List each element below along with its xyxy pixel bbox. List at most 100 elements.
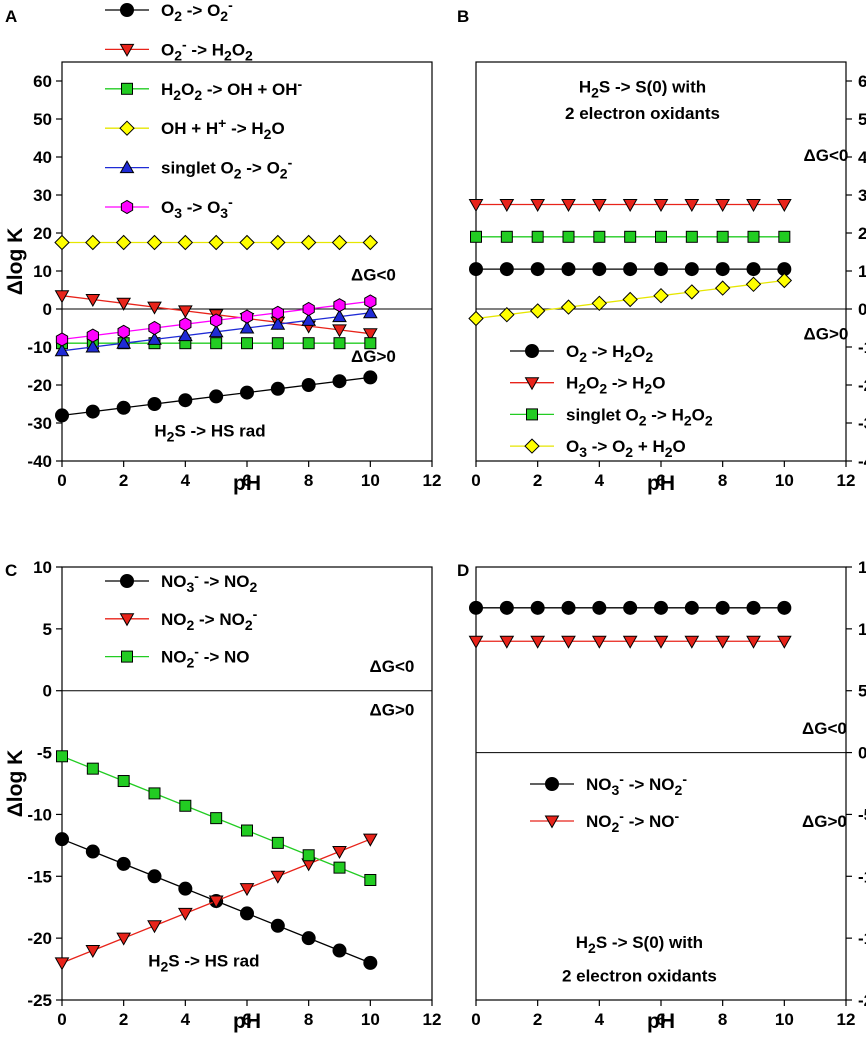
data-point (239, 883, 255, 897)
annotation: 2 electron oxidants (565, 104, 720, 123)
data-point (147, 869, 162, 884)
y-tick-label: 40 (33, 148, 52, 167)
annotation: ΔG<0 (370, 657, 415, 676)
series-3 (468, 272, 793, 327)
series-4 (54, 305, 378, 357)
data-point (623, 262, 638, 277)
data-point (271, 337, 284, 350)
x-tick-label: 0 (57, 471, 66, 490)
data-point (271, 836, 284, 849)
y-tick-label: -20 (27, 376, 52, 395)
data-point (684, 635, 700, 649)
y-tick-label: -10 (27, 805, 52, 824)
data-point (117, 324, 130, 339)
data-point (715, 199, 731, 213)
y-tick-label: 15 (858, 558, 866, 577)
data-point (654, 600, 668, 615)
data-point (684, 262, 699, 277)
legend-label: OH + H+ -> H2O (161, 115, 285, 142)
annotation: ΔG>0 (804, 324, 849, 343)
data-point (715, 635, 731, 649)
legend-label: NO3- -> NO2 (161, 568, 258, 595)
legend-item: NO2- -> NO- (530, 808, 680, 835)
legend: O2 -> O2- O2- -> H2O2 H2O2 -> OH + OH- OH +… (105, 0, 303, 221)
data-point (499, 199, 515, 213)
legend-label: O2- -> H2O2 (161, 36, 253, 63)
data-point (746, 600, 761, 615)
annotation: ΔG<0 (804, 146, 849, 165)
data-point (653, 287, 669, 304)
y-tick-label: -40 (858, 452, 866, 471)
y-axis-title: Δlog K (4, 750, 27, 818)
legend: O2 -> H2O2 H2O2 -> H2O singlet O2 -> H2O2 O… (510, 342, 713, 460)
data-point (270, 316, 286, 330)
legend-item: H2O2 -> H2O (510, 374, 665, 397)
y-tick-label: 60 (858, 72, 866, 91)
y-tick-label: 0 (858, 744, 866, 763)
y-tick-label: 10 (33, 262, 52, 281)
data-point (777, 600, 792, 615)
data-point (530, 635, 546, 649)
data-point (562, 230, 575, 243)
data-point (561, 600, 576, 615)
data-point (116, 932, 132, 946)
data-point (332, 846, 347, 860)
data-point (622, 635, 638, 649)
data-point (591, 199, 607, 213)
data-point (593, 230, 606, 243)
data-point (500, 230, 513, 243)
data-point (653, 635, 669, 649)
data-point (715, 600, 730, 615)
legend-item: O2 -> O2- (105, 0, 233, 24)
y-tick-label: 20 (858, 224, 866, 243)
data-point (714, 280, 731, 296)
data-point (148, 320, 161, 336)
data-point (178, 881, 193, 896)
annotation: H2S -> HS rad (154, 421, 265, 444)
annotation: ΔG<0 (351, 266, 396, 285)
data-point (55, 408, 69, 423)
legend-label: O3 -> O3- (161, 194, 233, 221)
x-tick-label: 12 (423, 471, 442, 490)
y-tick-label: -5 (858, 805, 866, 824)
data-point (363, 370, 378, 385)
data-point (716, 230, 729, 243)
y-tick-label: -25 (27, 991, 52, 1010)
y-tick-label: 10 (858, 620, 866, 639)
data-point (147, 301, 162, 315)
data-point (622, 199, 638, 213)
data-point (302, 301, 315, 317)
legend-item: O2- -> H2O2 (105, 36, 253, 63)
data-point (530, 199, 546, 213)
data-point (362, 234, 379, 251)
legend-label: O2 -> O2- (161, 0, 233, 24)
y-tick-label: -20 (858, 991, 866, 1010)
data-point (362, 328, 378, 342)
legend-marker (525, 344, 539, 358)
legend-item: NO3- -> NO2 (105, 568, 258, 595)
data-point (776, 272, 793, 289)
legend-label: NO2- -> NO (161, 644, 250, 671)
y-tick-label: 20 (33, 224, 52, 243)
data-point (270, 918, 285, 933)
data-point (116, 297, 132, 311)
series-2 (470, 230, 791, 243)
data-point (499, 600, 514, 615)
legend-label: NO2- -> NO- (586, 808, 680, 835)
data-point (210, 313, 223, 328)
data-point (333, 337, 346, 350)
panel-b: B 0 2 4 6 8 10 12-40 -30 -20 -10 0 10 20 30 40 50 60 pH O2 … (457, 7, 866, 495)
x-tick-label: 0 (57, 1010, 66, 1029)
data-point (333, 298, 346, 313)
data-point (685, 230, 698, 243)
data-point (208, 234, 224, 251)
data-point (470, 230, 482, 243)
x-tick-label: 8 (304, 471, 313, 490)
data-point (116, 400, 131, 415)
data-point (54, 957, 70, 971)
legend-marker (121, 650, 133, 663)
data-point (179, 799, 192, 812)
x-tick-label: 0 (471, 1010, 480, 1029)
